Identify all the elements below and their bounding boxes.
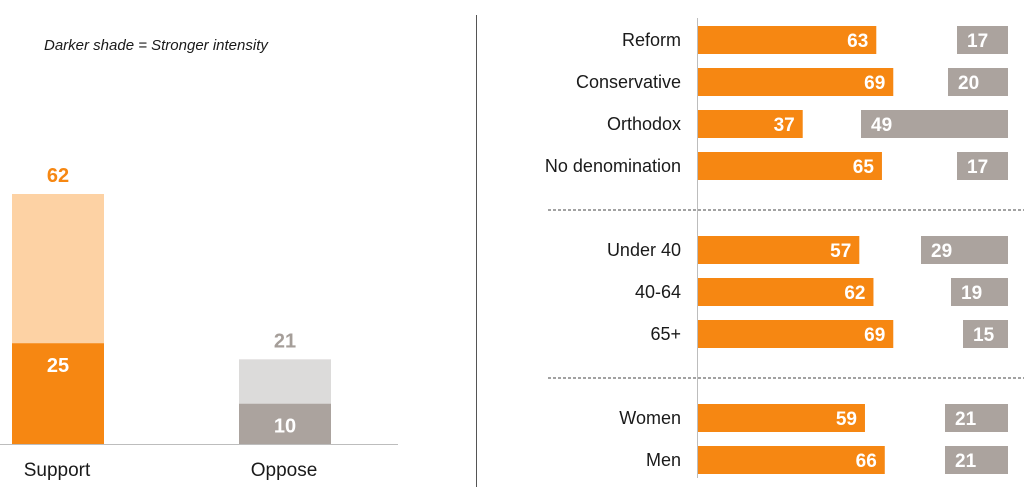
oppose-value-65: 15 bbox=[973, 325, 995, 346]
support-bar-40-64 bbox=[698, 278, 874, 306]
row-label-women: Women bbox=[619, 408, 681, 428]
oppose-bar-40-64 bbox=[951, 278, 1008, 306]
bar-oppose-total bbox=[239, 359, 331, 404]
support-bar-no-denomination bbox=[698, 152, 882, 180]
support-bar-women bbox=[698, 404, 865, 432]
oppose-bar-reform bbox=[957, 26, 1008, 54]
data-label-oppose-total: 21 bbox=[274, 330, 296, 352]
category-label-support: Support bbox=[24, 460, 91, 481]
bar-support-strong bbox=[12, 343, 104, 444]
oppose-value-under-40: 29 bbox=[931, 241, 952, 262]
support-value-orthodox: 37 bbox=[774, 115, 795, 136]
oppose-bar-men bbox=[945, 446, 1008, 474]
oppose-value-women: 21 bbox=[955, 409, 977, 430]
support-value-40-64: 62 bbox=[844, 283, 865, 304]
panel-divider bbox=[476, 15, 477, 487]
bar-support-total bbox=[12, 194, 104, 344]
row-label-reform: Reform bbox=[622, 30, 681, 50]
support-bar-reform bbox=[698, 26, 877, 54]
row-label-no-denomination: No denomination bbox=[545, 156, 681, 176]
row-label-65: 65+ bbox=[650, 324, 681, 344]
intensity-note: Darker shade = Stronger intensity bbox=[44, 37, 268, 54]
oppose-value-men: 21 bbox=[955, 451, 977, 472]
oppose-value-conservative: 20 bbox=[958, 73, 979, 94]
support-value-no-denomination: 65 bbox=[853, 157, 875, 178]
support-value-65: 69 bbox=[864, 325, 885, 346]
row-label-men: Men bbox=[646, 450, 681, 470]
data-label-oppose-strong: 10 bbox=[274, 416, 296, 438]
subgroup-bar-chart: Reform 63 17 Conservative 69 20 Orthodox 37 49 No… bbox=[545, 18, 1024, 478]
row-label-orthodox: Orthodox bbox=[607, 114, 681, 134]
support-value-conservative: 69 bbox=[864, 73, 885, 94]
bar-oppose-strong bbox=[239, 403, 331, 444]
support-bar-under-40 bbox=[698, 236, 860, 264]
oppose-bar-conservative bbox=[948, 68, 1008, 96]
support-value-under-40: 57 bbox=[830, 241, 851, 262]
row-label-40-64: 40-64 bbox=[635, 282, 681, 302]
overall-bar-chart: 62 25 Support 21 10 Oppose bbox=[0, 165, 398, 481]
oppose-value-no-denomination: 17 bbox=[967, 157, 988, 178]
data-label-support-strong: 25 bbox=[47, 355, 69, 377]
oppose-bar-orthodox bbox=[861, 110, 1008, 138]
support-value-reform: 63 bbox=[847, 31, 868, 52]
support-bar-65 bbox=[698, 320, 894, 348]
support-bar-men bbox=[698, 446, 885, 474]
row-label-under-40: Under 40 bbox=[607, 240, 681, 260]
category-label-oppose: Oppose bbox=[251, 460, 318, 481]
oppose-bar-under-40 bbox=[921, 236, 1008, 264]
oppose-value-orthodox: 49 bbox=[871, 115, 892, 136]
support-bar-orthodox bbox=[698, 110, 803, 138]
oppose-bar-65 bbox=[963, 320, 1008, 348]
oppose-bar-no-denomination bbox=[957, 152, 1008, 180]
oppose-bar-women bbox=[945, 404, 1008, 432]
support-value-men: 66 bbox=[856, 451, 877, 472]
oppose-value-40-64: 19 bbox=[961, 283, 982, 304]
data-label-support-total: 62 bbox=[47, 165, 69, 187]
oppose-value-reform: 17 bbox=[967, 31, 988, 52]
support-value-women: 59 bbox=[836, 409, 857, 430]
support-bar-conservative bbox=[698, 68, 894, 96]
row-label-conservative: Conservative bbox=[576, 72, 681, 92]
